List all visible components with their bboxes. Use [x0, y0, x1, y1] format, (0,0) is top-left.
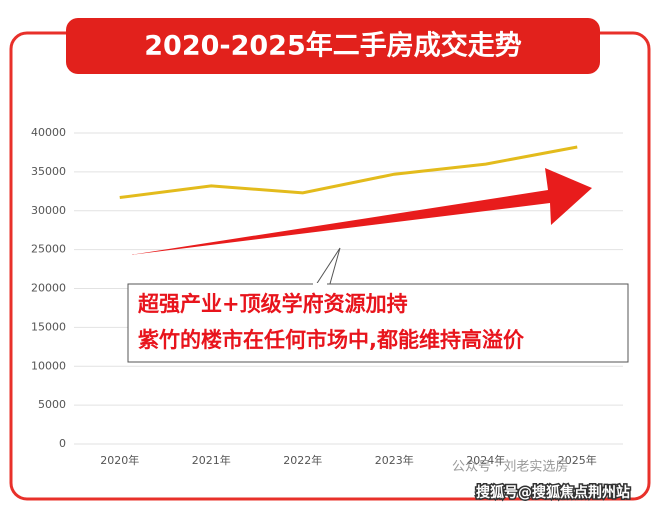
y-tick-label: 10000 — [31, 359, 66, 372]
x-tick-label: 2023年 — [375, 453, 414, 467]
y-tick-label: 5000 — [38, 398, 66, 411]
watermark: 公众号 · 刘老实选房 — [452, 459, 568, 475]
x-tick-label: 2022年 — [283, 453, 322, 467]
x-tick-label: 2020年 — [100, 453, 139, 467]
x-tick-label: 2025年 — [558, 453, 597, 467]
watermark: 搜狐号@搜狐焦点荆州站 — [476, 484, 630, 501]
y-tick-label: 30000 — [31, 204, 66, 217]
data-line — [119, 145, 578, 200]
annotation-line: 超强产业+顶级学府资源加持 — [138, 292, 408, 316]
annotation-line: 紫竹的楼市在任何市场中,都能维持高溢价 — [138, 328, 525, 352]
y-tick-label: 40000 — [31, 126, 66, 139]
title-banner — [66, 18, 600, 74]
x-tick-label: 2024年 — [466, 453, 505, 467]
y-tick-label: 25000 — [31, 243, 66, 256]
y-tick-label: 20000 — [31, 282, 66, 295]
chart-title: 2020-2025年二手房成交走势 — [144, 30, 522, 62]
y-tick-label: 35000 — [31, 165, 66, 178]
x-tick-label: 2021年 — [192, 453, 231, 467]
y-tick-label: 0 — [59, 437, 66, 450]
y-tick-label: 15000 — [31, 320, 66, 333]
callout-box — [127, 283, 629, 363]
